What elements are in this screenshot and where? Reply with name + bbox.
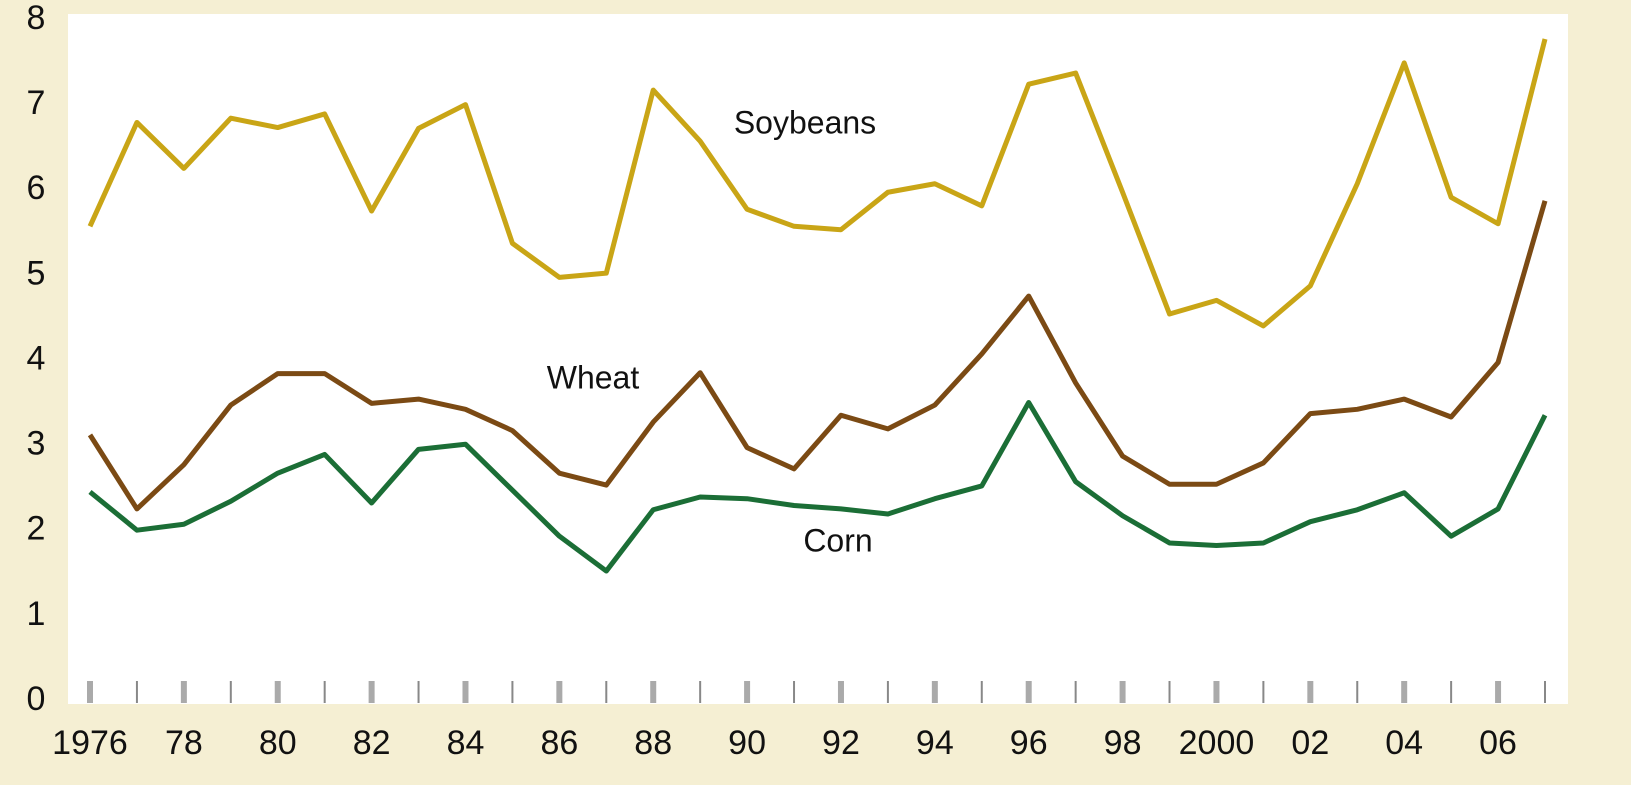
- x-tick-label: 86: [540, 724, 578, 762]
- y-tick-label: 6: [27, 169, 46, 207]
- x-tick-label: 84: [447, 724, 485, 762]
- y-tick-label: 7: [27, 84, 46, 122]
- x-tick-label: 98: [1104, 724, 1142, 762]
- x-tick-label: 78: [165, 724, 203, 762]
- x-tick-label: 2000: [1179, 724, 1255, 762]
- x-tick-label: 90: [728, 724, 766, 762]
- x-tick-label: 94: [916, 724, 954, 762]
- x-tick-label: 02: [1291, 724, 1329, 762]
- y-tick-label: 4: [27, 339, 46, 377]
- x-tick-label: 96: [1010, 724, 1048, 762]
- series-label: Wheat: [547, 359, 640, 395]
- series-label: Corn: [803, 522, 872, 558]
- y-tick-label: 5: [27, 254, 46, 292]
- x-tick-label: 82: [353, 724, 391, 762]
- y-tick-label: 0: [27, 680, 46, 718]
- x-tick-label: 88: [634, 724, 672, 762]
- y-tick-label: 8: [27, 0, 46, 37]
- x-tick-label: 04: [1385, 724, 1423, 762]
- series-line: [87, 200, 1548, 512]
- series-line: [87, 38, 1548, 329]
- y-tick-label: 2: [27, 510, 46, 548]
- y-tick-label: 3: [27, 425, 46, 463]
- x-tick-label: 92: [822, 724, 860, 762]
- y-tick-label: 1: [27, 595, 46, 633]
- plot-area: [68, 14, 1568, 704]
- x-tick-label: 80: [259, 724, 297, 762]
- series-label: Soybeans: [734, 104, 876, 140]
- x-tick-label: 1976: [52, 724, 128, 762]
- x-tick-label: 06: [1479, 724, 1517, 762]
- series-line: [88, 400, 1548, 574]
